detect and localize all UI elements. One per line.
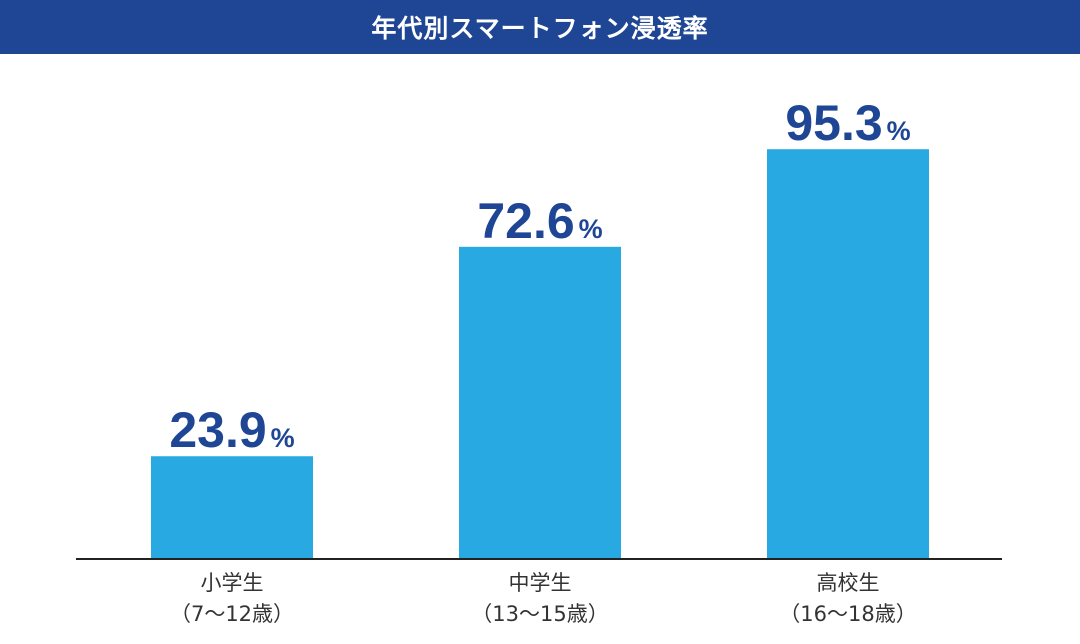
bar-value-number: 72.6: [477, 193, 574, 249]
bars-layer: [151, 149, 929, 559]
category-label: 小学生: [201, 571, 264, 595]
bar: [151, 456, 313, 559]
labels-layer: 23.9 % 小学生 （7〜12歳） 72.6 % 中学生 （13〜15歳） 95.3 % 高校生 （…: [169, 95, 916, 626]
bar-value-label: 95.3%: [785, 95, 910, 151]
category-age-range: （13〜15歳）: [471, 602, 608, 626]
chart-title: 年代別スマートフォン浸透率: [371, 14, 709, 43]
category-age-range: （16〜18歳）: [779, 602, 916, 626]
bar-value-label: 72.6%: [477, 193, 602, 249]
bar-value-number: 23.9: [169, 402, 266, 458]
bar: [459, 246, 621, 559]
category-age-range: （7〜12歳）: [170, 602, 294, 626]
bar-value-label: 23.9%: [169, 402, 294, 458]
bar-value-unit: %: [579, 214, 603, 244]
category-label: 高校生: [817, 571, 880, 595]
bar-value-unit: %: [271, 423, 295, 453]
bar-value-number: 95.3: [785, 95, 882, 151]
category-label: 中学生: [509, 571, 572, 595]
bar-value-unit: %: [887, 116, 911, 146]
bar: [767, 149, 929, 559]
chart-title-bar: 年代別スマートフォン浸透率: [0, 0, 1080, 54]
